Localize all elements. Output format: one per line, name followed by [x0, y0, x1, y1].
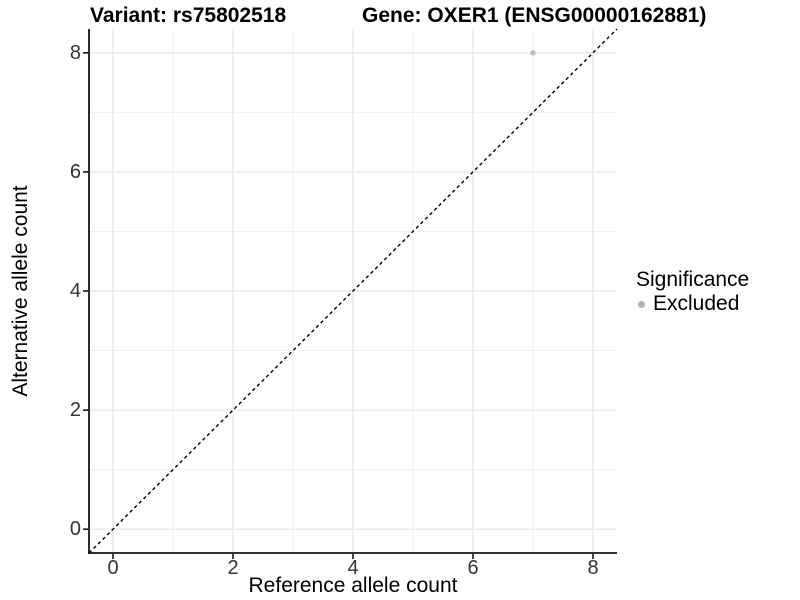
- legend-entries: Excluded: [636, 292, 749, 316]
- identity-line: [88, 28, 618, 554]
- x-tick-label: 0: [107, 557, 119, 579]
- gene-title: Gene: OXER1 (ENSG00000162881): [362, 4, 707, 27]
- y-tick-label: 0: [69, 518, 81, 541]
- legend-entry: Excluded: [636, 292, 749, 316]
- legend: Significance Excluded: [636, 268, 749, 316]
- variant-title: Variant: rs75802518: [90, 4, 287, 27]
- legend-title: Significance: [636, 268, 750, 291]
- data-point: [530, 50, 536, 56]
- x-tick-label: 6: [467, 557, 479, 579]
- legend-label: Excluded: [653, 292, 740, 315]
- y-tick-label: 2: [69, 399, 81, 422]
- y-tick-label: 6: [69, 160, 81, 183]
- x-axis-title: Reference allele count: [248, 574, 458, 597]
- legend-point-icon: [638, 300, 645, 308]
- x-tick-label: 4: [347, 557, 359, 579]
- x-tick-label: 8: [587, 557, 599, 579]
- x-tick-label: 2: [227, 557, 239, 579]
- y-tick-label: 4: [69, 280, 81, 302]
- y-tick-label: 8: [69, 41, 81, 64]
- y-axis-title: Alternative allele count: [9, 185, 32, 397]
